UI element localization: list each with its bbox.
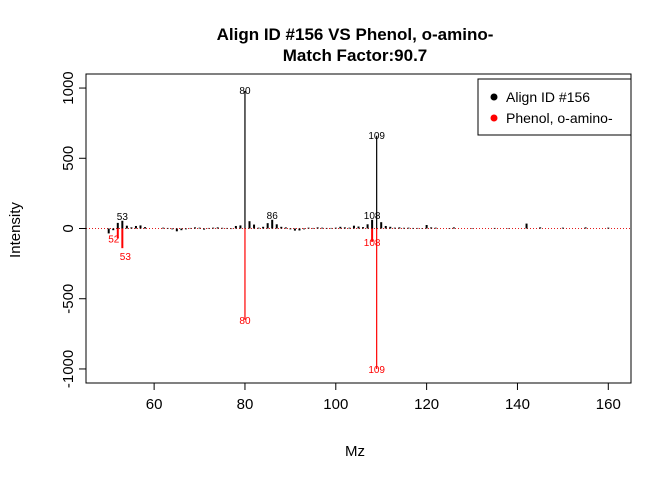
sample-peak-label: 108 bbox=[364, 211, 381, 222]
y-tick-label: -500 bbox=[60, 284, 77, 314]
y-tick-label: 1000 bbox=[60, 71, 77, 104]
reference-peak-label: 80 bbox=[239, 316, 251, 327]
reference-peak-label: 52 bbox=[108, 234, 120, 245]
reference-peak-label: 53 bbox=[120, 252, 132, 263]
x-tick-label: 160 bbox=[596, 396, 621, 413]
chart-title: Align ID #156 VS Phenol, o-amino- bbox=[217, 25, 494, 44]
legend-box bbox=[477, 78, 632, 136]
x-tick-label: 60 bbox=[146, 396, 163, 413]
legend: Align ID #156 Phenol, o-amino- bbox=[477, 78, 632, 136]
x-tick-label: 80 bbox=[237, 396, 254, 413]
y-axis-label: Intensity bbox=[7, 202, 24, 258]
plot-area: 60 80 100 120 140 160 -1000 -500 0 500 1000 53 80 86 1… bbox=[60, 71, 632, 413]
x-tick-label: 140 bbox=[505, 396, 530, 413]
legend-label: Phenol, o-amino- bbox=[506, 110, 613, 126]
sample-peak-label: 53 bbox=[117, 212, 129, 223]
y-tick-label: -1000 bbox=[60, 350, 77, 388]
sample-peak-label: 86 bbox=[267, 211, 279, 222]
chart-subtitle: Match Factor:90.7 bbox=[283, 46, 428, 65]
legend-marker bbox=[490, 114, 498, 122]
x-tick-label: 100 bbox=[323, 396, 348, 413]
y-tick-label: 500 bbox=[60, 146, 77, 171]
sample-peak-label: 80 bbox=[239, 86, 251, 97]
reference-peak-label: 108 bbox=[364, 238, 381, 249]
x-axis-label: Mz bbox=[345, 443, 365, 460]
legend-label: Align ID #156 bbox=[506, 89, 590, 105]
legend-marker bbox=[490, 93, 498, 101]
sample-peak-label: 109 bbox=[368, 131, 385, 142]
reference-peak-label: 109 bbox=[368, 365, 385, 376]
x-tick-label: 120 bbox=[414, 396, 439, 413]
y-tick-label: 0 bbox=[60, 224, 77, 232]
